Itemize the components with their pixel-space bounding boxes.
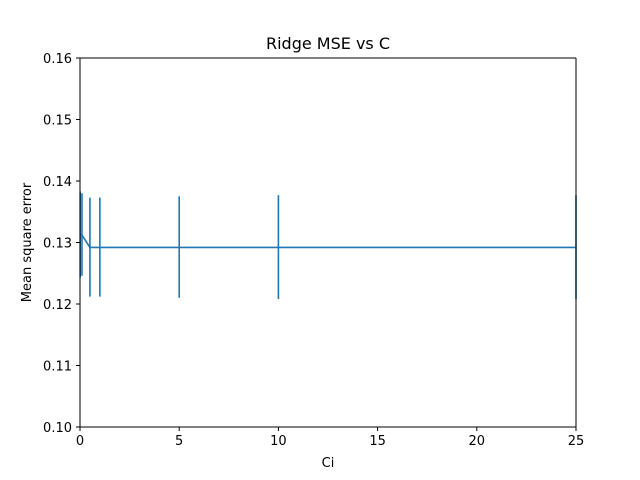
x-tick-label: 10 bbox=[270, 434, 287, 449]
y-tick-label: 0.12 bbox=[43, 298, 72, 313]
x-tick-label: 25 bbox=[568, 434, 585, 449]
chart-title: Ridge MSE vs C bbox=[266, 34, 390, 53]
y-tick-label: 0.13 bbox=[43, 237, 72, 252]
y-tick-label: 0.15 bbox=[43, 114, 72, 129]
x-axis-ticks: 0 5 10 15 20 25 bbox=[76, 427, 584, 449]
x-tick-label: 20 bbox=[469, 434, 486, 449]
y-tick-label: 0.16 bbox=[43, 52, 72, 67]
y-tick-label: 0.14 bbox=[43, 175, 72, 190]
x-tick-label: 15 bbox=[369, 434, 386, 449]
y-axis-label: Mean square error bbox=[20, 182, 35, 302]
x-tick-label: 5 bbox=[175, 434, 183, 449]
x-tick-label: 0 bbox=[76, 434, 84, 449]
x-axis-label: Ci bbox=[322, 456, 335, 471]
y-tick-label: 0.11 bbox=[43, 360, 72, 375]
y-axis-ticks: 0.10 0.11 0.12 0.13 0.14 0.15 0.16 bbox=[43, 52, 80, 436]
series-line bbox=[79, 233, 576, 249]
plot-area bbox=[80, 58, 576, 427]
y-tick-label: 0.10 bbox=[43, 421, 72, 436]
